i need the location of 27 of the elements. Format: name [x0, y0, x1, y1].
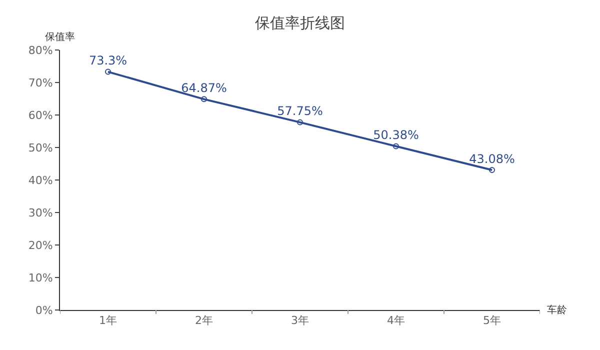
- x-axis-title: 车龄: [547, 304, 567, 316]
- y-tick-label: 10%: [28, 271, 53, 284]
- data-label: 73.3%: [88, 54, 128, 68]
- y-tick-label: 70%: [28, 76, 53, 90]
- point: [297, 119, 303, 126]
- y-tick-label: 50%: [28, 141, 53, 154]
- y-tick-label: 20%: [28, 238, 53, 252]
- data-label: 43.08%: [469, 152, 515, 166]
- point: [201, 96, 207, 102]
- data-label: 57.75%: [277, 104, 323, 118]
- data-label: 64.87%: [181, 81, 227, 96]
- point: [105, 68, 111, 75]
- point: [489, 166, 495, 173]
- y-tick-label: 60%: [28, 108, 53, 122]
- point: [393, 143, 399, 150]
- y-tick-label: 0%: [35, 304, 53, 317]
- y-tick-label: 30%: [28, 206, 53, 220]
- chart-title: 保值率折线图: [255, 14, 345, 32]
- y-axis-title: 保值率: [45, 31, 75, 43]
- x-tick-label: 5年: [483, 314, 501, 328]
- x-tick-label: 1年: [99, 314, 117, 328]
- x-tick-label: 3年: [291, 314, 309, 328]
- y-tick-label: 80%: [28, 44, 53, 57]
- data-label: 50.38%: [373, 128, 419, 142]
- y-tick-label: 40%: [28, 174, 53, 187]
- x-tick-label: 2年: [195, 314, 213, 328]
- x-tick-label: 4年: [387, 314, 405, 328]
